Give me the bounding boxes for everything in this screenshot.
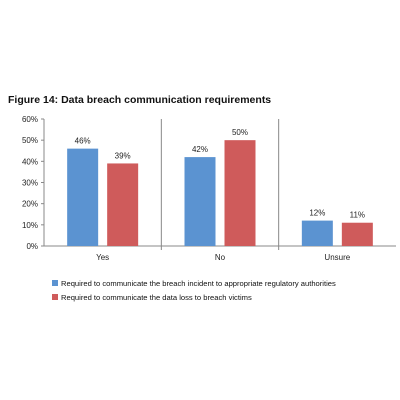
y-tick-label: 0% (26, 242, 38, 251)
legend-item-regulatory: Required to communicate the breach incid… (52, 276, 336, 290)
legend-label-victims: Required to communicate the data loss to… (61, 292, 252, 302)
bar (184, 157, 216, 246)
legend-item-victims: Required to communicate the data loss to… (52, 290, 336, 304)
y-tick-label: 60% (22, 115, 38, 124)
x-category-label: Yes (96, 253, 109, 262)
chart-legend: Required to communicate the breach incid… (52, 276, 336, 304)
bar-value-label: 39% (115, 151, 131, 160)
y-tick-label: 10% (22, 221, 38, 230)
y-tick-label: 30% (22, 179, 38, 188)
bar (341, 222, 373, 246)
legend-label-regulatory: Required to communicate the breach incid… (61, 278, 336, 288)
bar (224, 140, 256, 246)
legend-swatch-victims (52, 294, 58, 300)
bar-value-label: 50% (232, 128, 248, 137)
y-tick-label: 20% (22, 200, 38, 209)
bar (301, 220, 333, 246)
chart-title: Figure 14: Data breach communication req… (8, 94, 272, 106)
bar-value-label: 11% (350, 211, 365, 220)
y-tick-label: 40% (22, 157, 38, 166)
legend-swatch-regulatory (52, 280, 58, 286)
bar (107, 163, 139, 246)
x-category-label: No (215, 253, 226, 262)
x-category-label: Unsure (324, 253, 350, 262)
bar-value-label: 42% (192, 145, 208, 154)
bar (67, 148, 99, 246)
bar-value-label: 12% (309, 209, 325, 218)
y-tick-label: 50% (22, 136, 38, 145)
bar-value-label: 46% (75, 137, 91, 146)
